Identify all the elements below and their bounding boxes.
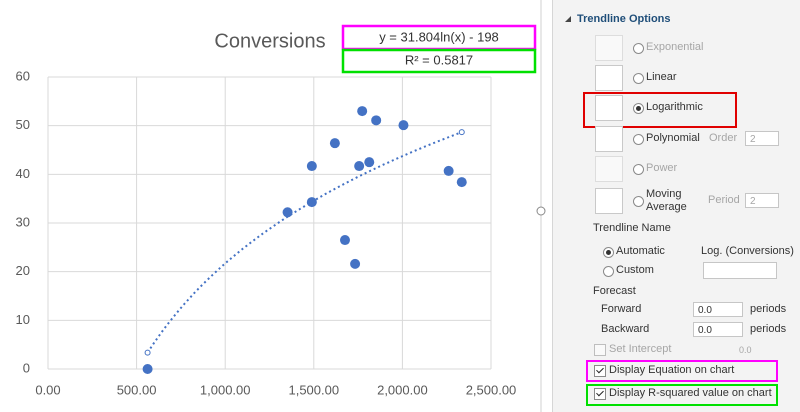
x-tick-label: 1,500.00 xyxy=(288,382,339,397)
format-trendline-pane: Trendline Options Exponential Linear Logari… xyxy=(552,0,800,412)
y-tick-label: 60 xyxy=(16,68,30,83)
radio xyxy=(633,164,644,175)
intercept-input: 0.0 xyxy=(739,345,752,355)
data-point xyxy=(398,120,409,131)
trendline-icon[interactable] xyxy=(595,65,623,91)
equation-option-highlight xyxy=(586,360,778,382)
x-tick-label: 0.00 xyxy=(35,382,60,397)
data-point xyxy=(364,157,375,168)
y-tick-label: 30 xyxy=(16,214,30,229)
x-tick-label: 2,500.00 xyxy=(466,382,517,397)
checkbox[interactable] xyxy=(594,365,606,377)
option-label[interactable]: Polynomial xyxy=(646,132,700,144)
trendline xyxy=(146,131,463,354)
trendline-icon[interactable] xyxy=(595,95,623,121)
param-spinner: 2 xyxy=(745,193,779,208)
checkbox xyxy=(594,344,606,356)
radio[interactable] xyxy=(633,103,644,114)
option-label[interactable]: Automatic xyxy=(616,245,665,257)
option-label[interactable]: Display Equation on chart xyxy=(609,364,735,376)
radio[interactable] xyxy=(633,134,644,145)
param-label: Order xyxy=(709,132,738,144)
param-label: Period xyxy=(708,194,740,206)
x-tick-label: 500.00 xyxy=(117,382,157,397)
trendline-equation[interactable]: y = 31.804ln(x) - 198 xyxy=(379,29,499,44)
chart-title: Conversions xyxy=(214,30,325,52)
y-tick-label: 0 xyxy=(23,360,30,375)
checkbox[interactable] xyxy=(594,388,606,400)
resize-handle[interactable] xyxy=(536,206,546,216)
field-unit: periods xyxy=(750,323,787,335)
y-tick-label: 40 xyxy=(16,166,30,181)
option-label[interactable]: Moving Average xyxy=(646,188,687,213)
field-unit: periods xyxy=(750,303,787,315)
name-value: Log. (Conversions) xyxy=(701,245,794,257)
trendline-icon[interactable] xyxy=(595,126,623,152)
data-point xyxy=(354,161,365,172)
data-point xyxy=(456,177,467,188)
trendline-icon[interactable] xyxy=(595,188,623,214)
section-header: Trendline Options xyxy=(577,13,671,25)
trendline-icon xyxy=(595,35,623,61)
param-spinner: 2 xyxy=(745,131,779,146)
trendline-icon xyxy=(595,156,623,182)
data-point xyxy=(339,235,350,246)
trendline-handle xyxy=(144,349,151,356)
section-label: Forecast xyxy=(593,285,636,297)
data-point xyxy=(357,106,368,117)
selection-highlight xyxy=(583,92,737,128)
r-squared-highlight xyxy=(341,48,537,74)
option-label[interactable]: Linear xyxy=(646,71,677,83)
radio[interactable] xyxy=(603,247,614,258)
data-point xyxy=(443,165,454,176)
data-point xyxy=(306,197,317,208)
data-point xyxy=(282,207,293,218)
data-point xyxy=(371,115,382,126)
trendline-handle xyxy=(458,129,465,136)
y-tick-label: 50 xyxy=(16,117,30,132)
r-squared-option-highlight xyxy=(586,384,778,406)
custom-name-input[interactable] xyxy=(703,262,777,279)
section-label: Trendline Name xyxy=(593,222,671,234)
field-label: Backward xyxy=(601,323,650,335)
x-tick-label: 1,000.00 xyxy=(200,382,251,397)
option-label[interactable]: Custom xyxy=(616,264,654,276)
x-tick-label: 2,000.00 xyxy=(377,382,428,397)
option-label[interactable]: Display R-squared value on chart xyxy=(609,387,772,399)
trendline-r-squared[interactable]: R² = 0.5817 xyxy=(405,52,473,67)
y-tick-label: 10 xyxy=(16,312,30,327)
option-label: Set Intercept xyxy=(609,343,672,355)
radio[interactable] xyxy=(603,266,614,277)
data-point xyxy=(142,364,153,374)
radio xyxy=(633,43,644,54)
data-point xyxy=(350,258,361,269)
option-label[interactable]: Logarithmic xyxy=(646,101,703,113)
field-input[interactable]: 0.0 xyxy=(693,322,743,337)
data-point xyxy=(306,161,317,172)
field-input[interactable]: 0.0 xyxy=(693,302,743,317)
radio[interactable] xyxy=(633,73,644,84)
y-tick-label: 20 xyxy=(16,263,30,278)
option-label: Power xyxy=(646,162,678,174)
field-label: Forward xyxy=(601,303,642,315)
data-point xyxy=(329,138,340,149)
option-label: Exponential xyxy=(646,41,704,53)
chart: Conversions y = 31.804ln(x) - 198 R² = 0… xyxy=(16,0,546,412)
collapse-arrow xyxy=(565,16,571,22)
radio[interactable] xyxy=(633,196,644,207)
